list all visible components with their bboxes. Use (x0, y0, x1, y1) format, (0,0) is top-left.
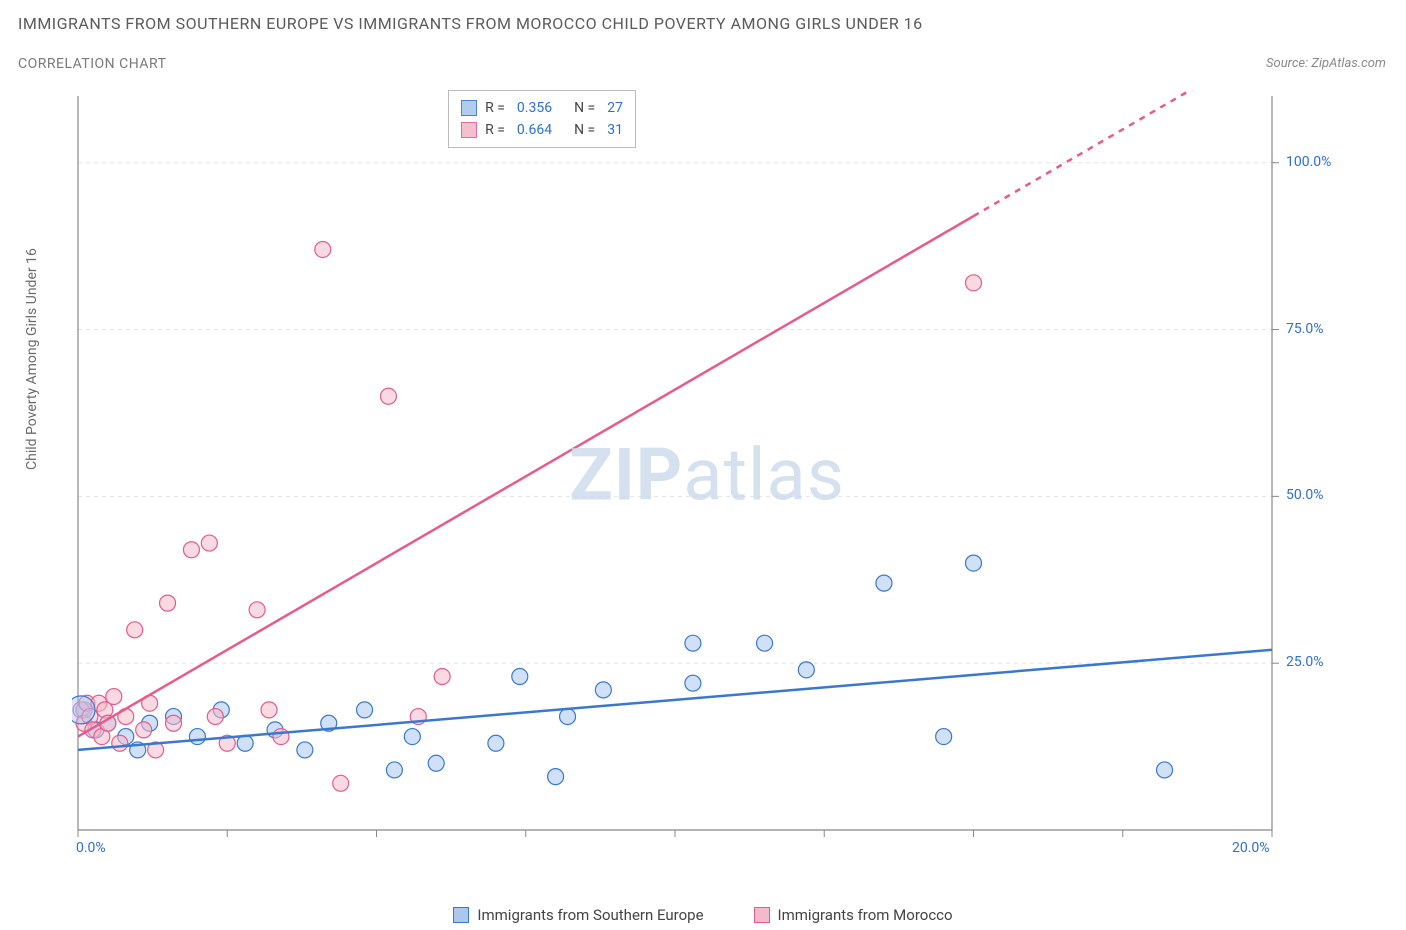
chart-title: IMMIGRANTS FROM SOUTHERN EUROPE VS IMMIG… (18, 14, 923, 33)
x-tick-label: 20.0% (1232, 840, 1270, 856)
legend-swatch-southern-europe (453, 907, 469, 923)
chart-plot-area: ZIPatlas R =0.356N =27R =0.664N =31 25.0… (72, 90, 1342, 860)
y-tick-label: 75.0% (1286, 321, 1324, 337)
y-tick-label: 50.0% (1286, 487, 1324, 503)
y-tick-label: 25.0% (1286, 654, 1324, 670)
stats-r-label: R = (485, 100, 505, 116)
stats-swatch (461, 122, 477, 138)
stats-r-value: 0.664 (517, 122, 552, 138)
y-tick-label: 100.0% (1286, 154, 1331, 170)
stats-r-value: 0.356 (517, 100, 552, 116)
stats-n-value: 27 (607, 100, 623, 116)
source-attribution: Source: ZipAtlas.com (1266, 56, 1386, 71)
legend-label-southern-europe: Immigrants from Southern Europe (477, 906, 703, 924)
y-axis-label: Child Poverty Among Girls Under 16 (24, 248, 40, 470)
stats-legend-box: R = 0.356 N = 27 R = 0.664 N = 31 (448, 90, 636, 148)
stats-n-label: N = (574, 122, 595, 138)
stats-swatch (461, 100, 477, 116)
stats-legend-row: R = 0.356 N = 27 (461, 97, 623, 119)
legend-item-southern-europe: Immigrants from Southern Europe (453, 906, 703, 924)
stats-legend-row: R = 0.664 N = 31 (461, 119, 623, 141)
legend-label-morocco: Immigrants from Morocco (778, 906, 953, 924)
stats-n-label: N = (574, 100, 595, 116)
legend-item-morocco: Immigrants from Morocco (754, 906, 953, 924)
stats-r-label: R = (485, 122, 505, 138)
series-legend: Immigrants from Southern Europe Immigran… (0, 906, 1406, 924)
legend-swatch-morocco (754, 907, 770, 923)
scatter-chart-svg (72, 90, 1342, 860)
chart-subtitle: CORRELATION CHART (18, 56, 166, 72)
x-tick-label: 0.0% (76, 840, 106, 856)
stats-n-value: 31 (607, 122, 623, 138)
